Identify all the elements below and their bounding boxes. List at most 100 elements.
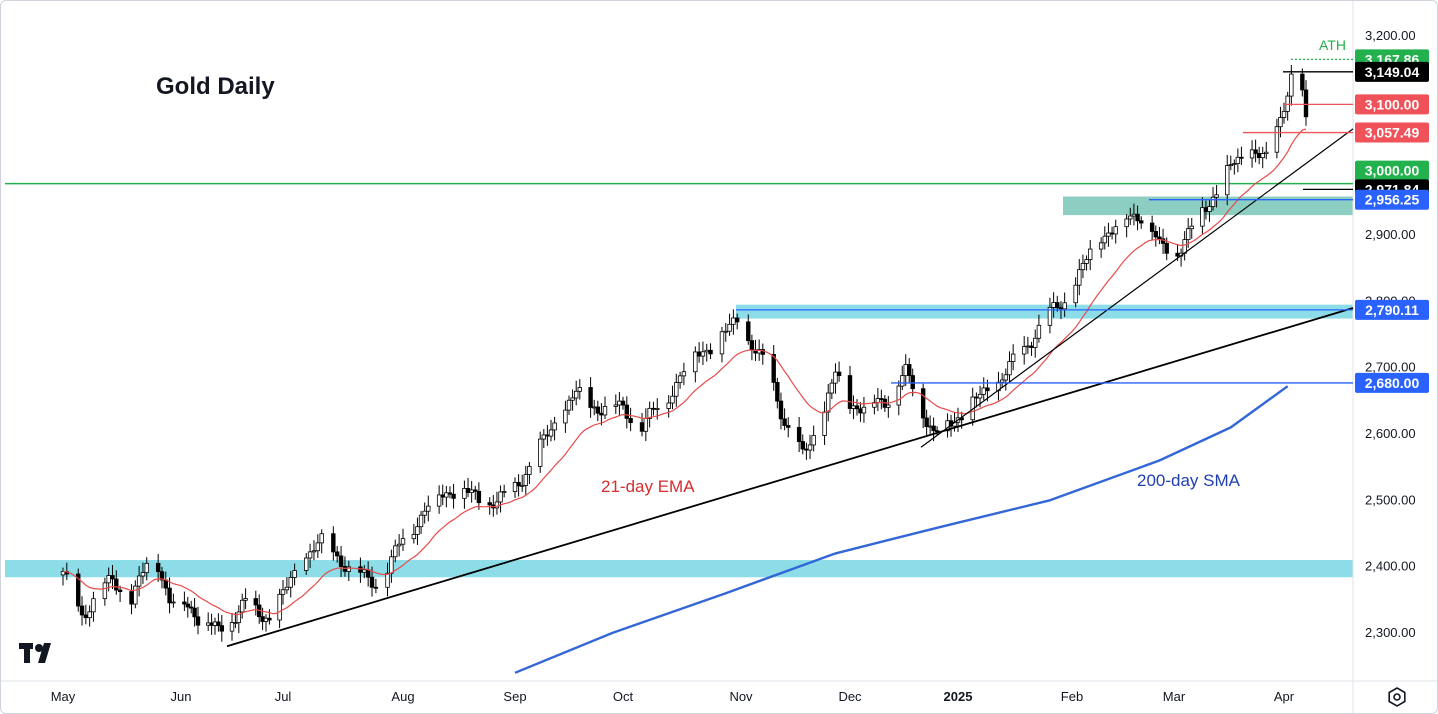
candle-up <box>362 569 367 573</box>
x-tick-label: Apr <box>1274 689 1295 704</box>
candle-down <box>1153 231 1158 238</box>
price-badge-bg <box>1355 299 1429 320</box>
candle-down <box>114 578 119 591</box>
candle-up <box>233 622 238 624</box>
candle-down <box>588 387 593 408</box>
candle-up <box>91 598 96 613</box>
candle-up <box>239 599 245 613</box>
candle-up <box>548 429 554 437</box>
candle-down <box>836 371 842 376</box>
candle-up <box>400 538 406 545</box>
candle-up <box>1084 259 1089 264</box>
candle-up <box>886 404 891 408</box>
price-badge-label: 2,956.25 <box>1365 192 1420 208</box>
candle-down <box>796 426 802 442</box>
candle-up <box>229 622 235 632</box>
ema-line <box>62 128 1307 616</box>
candle-down <box>188 606 194 609</box>
price-badge-label: 2,680.00 <box>1365 375 1420 391</box>
candle-up <box>613 404 618 407</box>
zone-1 <box>736 304 1353 319</box>
price-badge-bg <box>1355 61 1429 82</box>
price-badge-label: 3,149.04 <box>1365 64 1420 80</box>
candle-up <box>1033 337 1038 348</box>
candle-up <box>811 435 816 446</box>
candle-up <box>436 494 442 507</box>
candle-up <box>520 484 525 487</box>
candle-down <box>734 317 740 323</box>
ema-annotation: 21-day EMA <box>601 477 695 496</box>
candle-down <box>708 349 713 355</box>
candle-up <box>666 402 671 409</box>
candle-up <box>617 400 622 406</box>
candle-up <box>602 406 608 416</box>
candle-up <box>385 572 390 588</box>
candle-up <box>411 534 417 540</box>
x-tick-label: 2025 <box>944 689 973 704</box>
candle-up <box>144 562 149 574</box>
candle-down <box>373 586 379 589</box>
candle-down <box>854 405 860 410</box>
candle-up <box>927 425 933 428</box>
candle-up <box>1113 226 1118 235</box>
settings-icon[interactable] <box>1387 687 1407 707</box>
candle-down <box>1149 222 1155 232</box>
chart-title: Gold Daily <box>156 73 275 100</box>
candle-up <box>1131 213 1137 217</box>
y-tick-label: 2,900.00 <box>1365 227 1416 242</box>
price-badge-bg <box>1355 372 1429 393</box>
candle-down <box>1239 156 1244 159</box>
candle-down <box>365 569 371 578</box>
candle-up <box>552 422 557 431</box>
candle-up <box>171 601 176 604</box>
candle-down <box>129 591 134 605</box>
candle-down <box>620 400 626 406</box>
zone-0 <box>5 560 1353 578</box>
candle-down <box>771 353 776 383</box>
candle-up <box>1228 164 1233 167</box>
candle-down <box>192 607 197 618</box>
candle-up <box>1025 345 1031 348</box>
candle-up <box>1289 73 1294 97</box>
candle-down <box>83 614 89 619</box>
candle-up <box>418 514 424 528</box>
x-tick-label: Jun <box>171 689 192 704</box>
candle-down <box>1256 153 1262 159</box>
candle-down <box>595 406 600 414</box>
candle-down <box>920 388 926 419</box>
price-badge: 3,100.00 <box>1355 94 1429 115</box>
candle-down <box>974 396 979 399</box>
candle-down <box>369 576 375 588</box>
candle-up <box>1051 302 1056 308</box>
candle-up <box>1249 149 1255 159</box>
candle-up <box>523 474 528 486</box>
candle-up <box>1073 284 1078 304</box>
price-badge-label: 2,790.11 <box>1365 302 1419 318</box>
candle-down <box>219 625 224 632</box>
candle-up <box>393 545 398 558</box>
candle-up <box>102 582 108 600</box>
candle-up <box>1260 153 1265 159</box>
candle-up <box>700 351 706 357</box>
candle-down <box>185 603 190 608</box>
candle-down <box>858 408 863 414</box>
candle-down <box>934 430 940 433</box>
candle-up <box>1080 263 1086 271</box>
candle-up <box>1036 324 1042 339</box>
candle-up <box>315 542 321 552</box>
candle-up <box>1182 239 1187 254</box>
candle-down <box>599 412 604 416</box>
candle-down <box>628 418 633 424</box>
price-badge-bg <box>1355 94 1429 115</box>
candle-down <box>159 571 165 581</box>
candle-up <box>655 408 660 410</box>
candle-up <box>527 466 532 475</box>
candle-down <box>749 340 755 351</box>
candle-down <box>746 321 751 342</box>
candles-group <box>60 65 1309 642</box>
x-tick-label: Nov <box>729 689 753 704</box>
candle-up <box>875 398 881 403</box>
candle-down <box>476 490 482 504</box>
candle-down <box>1157 236 1162 240</box>
